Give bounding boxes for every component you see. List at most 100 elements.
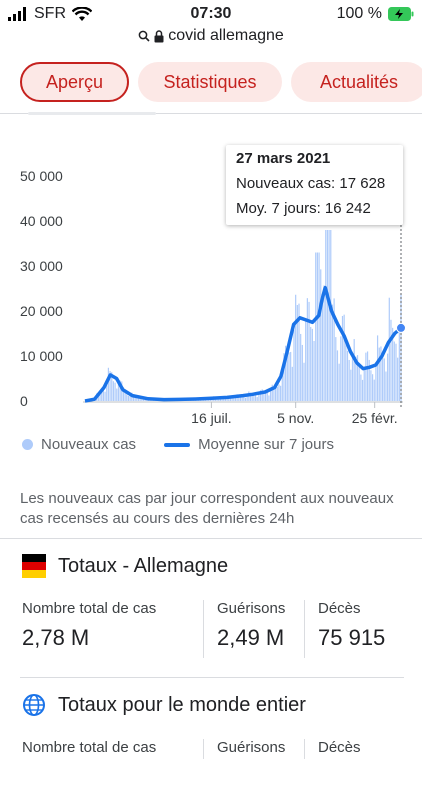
divider (0, 538, 422, 539)
new-cases-bar (377, 335, 378, 401)
world-totals-title: Totaux pour le monde entier (22, 693, 306, 717)
new-cases-bar (308, 302, 309, 401)
scroll-indicator (28, 112, 156, 115)
stat-recoveries: Guérisons 2,49 M (217, 600, 285, 651)
lock-icon (154, 30, 164, 43)
new-cases-bar (339, 364, 340, 401)
legend-new-cases: Nouveaux cas (41, 436, 136, 453)
x-tick-label: 16 juil. (191, 410, 231, 426)
new-cases-bar (375, 362, 376, 401)
stat-value: 2,78 M (22, 625, 156, 651)
x-tick-label: 25 févr. (352, 410, 398, 426)
y-tick-label: 20 000 (20, 303, 63, 319)
tooltip-new-cases: Nouveaux cas: 17 628 (236, 175, 393, 192)
new-cases-bar (387, 354, 388, 401)
new-cases-bar (257, 397, 258, 401)
stat-label: Décès (318, 600, 385, 617)
new-cases-bar (362, 380, 363, 401)
new-cases-bar (113, 381, 114, 401)
new-cases-bar (290, 352, 291, 401)
divider (203, 600, 204, 658)
legend-line-icon (164, 443, 190, 447)
new-cases-bar (352, 356, 353, 401)
divider (304, 600, 305, 658)
stat-label: Nombre total de cas (22, 739, 156, 756)
new-cases-bar (395, 344, 396, 401)
stat-label: Guérisons (217, 739, 285, 756)
address-bar[interactable]: covid allemagne (0, 27, 422, 45)
stat-total-cases: Nombre total de cas 2,78 M (22, 600, 156, 651)
new-cases-bar (367, 351, 368, 401)
new-cases-bar (399, 331, 400, 401)
new-cases-bar (222, 399, 223, 401)
new-cases-bar (292, 367, 293, 401)
y-tick-label: 0 (20, 393, 28, 409)
new-cases-bar (313, 341, 314, 401)
y-tick-label: 40 000 (20, 213, 63, 229)
stat-label: Guérisons (217, 600, 285, 617)
world-stat-recoveries: Guérisons (217, 739, 285, 756)
y-tick-label: 10 000 (20, 348, 63, 364)
divider (203, 739, 204, 759)
new-cases-bar (360, 375, 361, 401)
new-cases-bar (233, 398, 234, 401)
stat-value: 75 915 (318, 625, 385, 651)
new-cases-bar (337, 350, 338, 401)
germany-title-text: Totaux - Allemagne (58, 555, 228, 578)
new-cases-bar (104, 392, 105, 401)
new-cases-bar (310, 327, 311, 401)
tab-actualites[interactable]: Actualités (291, 62, 422, 102)
new-cases-bar (340, 336, 341, 401)
new-cases-bar (307, 298, 308, 401)
new-cases-bar (350, 370, 351, 401)
tab-bar: Aperçu Statistiques Actualités (0, 62, 422, 106)
new-cases-bar (365, 353, 366, 401)
search-icon (138, 30, 150, 42)
new-cases-bar (267, 392, 268, 401)
stat-label: Décès (318, 739, 361, 756)
new-cases-bar (385, 372, 386, 401)
new-cases-bar (106, 385, 107, 401)
new-cases-bar (125, 393, 126, 401)
new-cases-bar (394, 342, 395, 401)
chart-tooltip: 27 mars 2021 Nouveaux cas: 17 628 Moy. 7… (226, 145, 403, 225)
germany-flag-icon (22, 554, 46, 578)
new-cases-bar (332, 305, 333, 401)
new-cases-bar (258, 395, 259, 401)
new-cases-bar (325, 230, 326, 401)
new-cases-bar (335, 337, 336, 401)
url-text: covid allemagne (168, 27, 284, 45)
new-cases-bar (372, 374, 373, 401)
new-cases-bar (364, 367, 365, 401)
tab-statistiques[interactable]: Statistiques (138, 62, 282, 102)
new-cases-bar (108, 368, 109, 401)
new-cases-bar (114, 383, 115, 401)
new-cases-bar (329, 230, 330, 401)
new-cases-bar (379, 348, 380, 401)
battery-charging-icon (388, 7, 414, 21)
new-cases-bar (103, 390, 104, 401)
new-cases-bar (389, 298, 390, 401)
new-cases-bar (318, 253, 319, 402)
x-tick-label: 5 nov. (277, 410, 314, 426)
new-cases-bar (397, 358, 398, 401)
tab-apercu[interactable]: Aperçu (20, 62, 129, 102)
battery-group: 100 % (337, 5, 414, 23)
new-cases-bar (384, 358, 385, 401)
new-cases-bar (354, 339, 355, 401)
new-cases-bar (295, 295, 296, 401)
new-cases-bar (320, 269, 321, 401)
legend-dot-icon (22, 439, 33, 450)
new-cases-bar (278, 384, 279, 401)
world-stat-deaths: Décès (318, 739, 361, 756)
new-cases-bar (374, 380, 375, 401)
new-cases-bar (128, 396, 129, 401)
new-cases-bar (126, 394, 127, 401)
new-cases-bar (344, 315, 345, 401)
divider (304, 739, 305, 759)
world-title-text: Totaux pour le monde entier (58, 694, 306, 717)
stat-label: Nombre total de cas (22, 600, 156, 617)
new-cases-bar (390, 320, 391, 401)
stat-value: 2,49 M (217, 625, 285, 651)
new-cases-bar (327, 230, 328, 401)
